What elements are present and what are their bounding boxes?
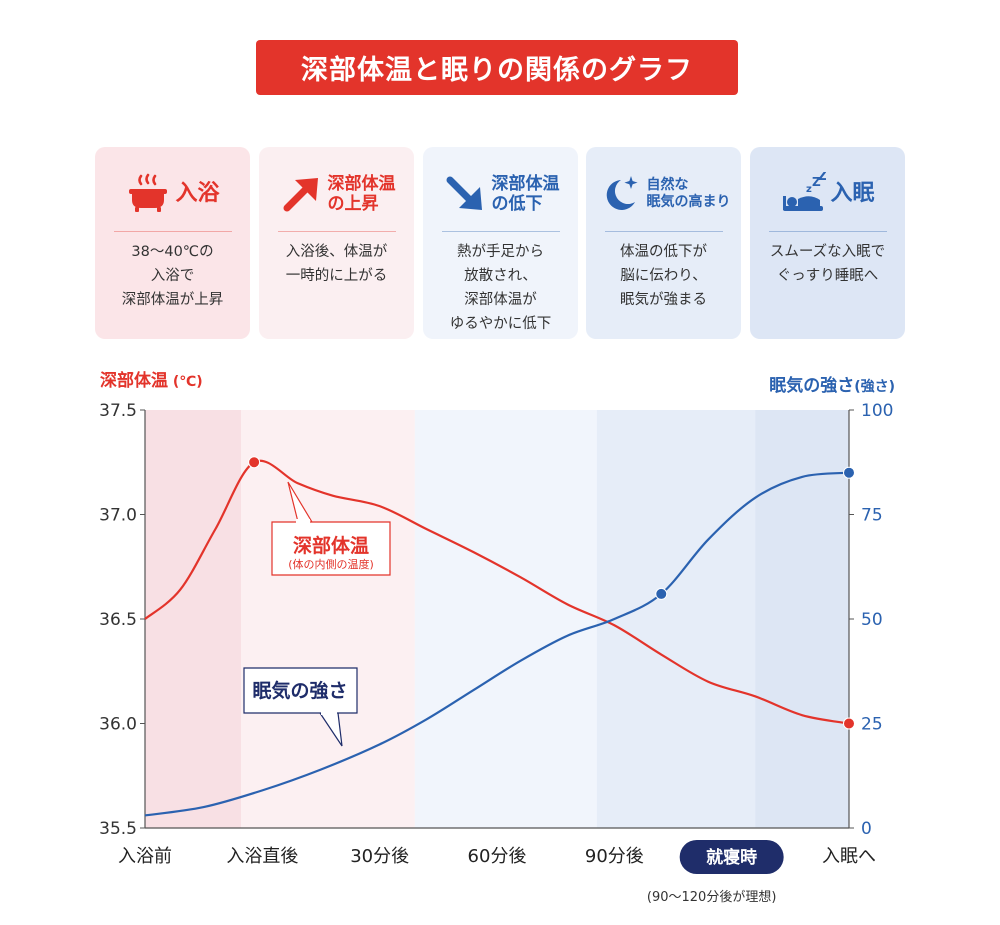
- x-tick-label: 入浴直後: [226, 846, 298, 867]
- right-tick-label: 75: [861, 506, 883, 526]
- x-tick-label: 90分後: [585, 846, 644, 867]
- step-card-title: 入浴: [175, 180, 220, 206]
- step-card-header: 深部体温 の低下: [423, 165, 578, 223]
- step-card-title: 自然な 眠気の高まり: [646, 177, 731, 210]
- step-card-1: 入浴 38〜40℃の 入浴で 深部体温が上昇: [95, 147, 250, 339]
- left-tick-label: 37.5: [99, 401, 137, 421]
- step-card-divider: [604, 231, 723, 232]
- right-tick-label: 0: [861, 819, 872, 839]
- page-title: 深部体温と眠りの関係のグラフ: [256, 40, 738, 95]
- arrow-down-right-icon: [442, 172, 488, 216]
- left-tick-label: 36.5: [99, 610, 137, 630]
- series-marker: [843, 717, 855, 730]
- left-axis-unit: (℃): [168, 374, 203, 390]
- series-marker: [843, 466, 855, 479]
- right-axis-title: 眠気の強さ(強さ): [769, 375, 895, 396]
- step-card-title: 深部体温 の上昇: [327, 173, 396, 214]
- left-axis-title: 深部体温 (℃): [100, 370, 203, 391]
- step-card-3: 深部体温 の低下 熱が手足から 放散され、 深部体温が ゆるやかに低下: [423, 147, 578, 339]
- step-card-body: 38〜40℃の 入浴で 深部体温が上昇: [121, 244, 224, 308]
- left-tick-label: 37.0: [99, 506, 137, 526]
- svg-text:z: z: [806, 184, 812, 195]
- step-card-body: スムーズな入眠で ぐっすり睡眠へ: [769, 244, 886, 284]
- step-card-divider: [768, 231, 887, 232]
- callout-gap: [321, 710, 337, 715]
- left-axis-label: 深部体温: [100, 370, 168, 391]
- x-tick-label: 30分後: [350, 846, 409, 867]
- svg-text:Z: Z: [818, 172, 826, 184]
- bedtime-note: (90〜120分後が理想): [647, 889, 777, 905]
- right-axis-label: 眠気の強さ: [769, 375, 854, 396]
- x-tick-label: 就寝時: [706, 847, 757, 868]
- left-tick-label: 36.0: [99, 715, 137, 735]
- chart-svg: 35.5 36.0 36.5 37.0 37.5 0 25 50 75 100 深部体温 (℃) 眠気…: [99, 370, 895, 905]
- chart-band: [145, 410, 242, 828]
- moon-star-icon: [597, 172, 643, 216]
- temperature-callout-sub: (体の内側の温度): [288, 557, 374, 571]
- right-tick-label: 25: [861, 715, 883, 735]
- step-card-divider: [113, 231, 232, 232]
- step-card-divider: [277, 231, 396, 232]
- temperature-callout-box: [271, 481, 391, 576]
- arrow-up-right-icon: [278, 172, 324, 216]
- right-tick-label: 50: [861, 610, 883, 630]
- right-tick-label: 100: [861, 401, 893, 421]
- x-tick-label: 入眠へ: [822, 846, 876, 867]
- chart-band: [755, 410, 849, 828]
- series-line-2: [144, 471, 850, 817]
- step-card-header: 自然な 眠気の高まり: [586, 165, 741, 223]
- step-card-body: 体温の低下が 脳に伝わり、 眠気が強まる: [620, 244, 707, 308]
- sleepiness-callout-box: [243, 667, 358, 747]
- chart-band: [596, 410, 756, 828]
- callout-gap: [296, 519, 310, 524]
- series-marker: [655, 587, 668, 600]
- x-tick-label: 60分後: [468, 846, 527, 867]
- series-line-1: [144, 459, 850, 725]
- step-card-body: 入浴後、体温が 一時的に上がる: [285, 244, 388, 284]
- step-card-header: 入浴: [95, 165, 250, 223]
- sleeping-icon: z Z Z: [780, 172, 826, 216]
- step-card-divider: [441, 231, 560, 232]
- chart: 35.5 36.0 36.5 37.0 37.5 0 25 50 75 100 深部体温 (℃) 眠気…: [0, 360, 1000, 925]
- bedtime-pill: [679, 840, 784, 874]
- step-card-body: 熱が手足から 放散され、 深部体温が ゆるやかに低下: [449, 244, 552, 332]
- left-tick-label: 35.5: [99, 819, 137, 839]
- chart-band: [414, 410, 597, 828]
- x-tick-label: 入浴前: [118, 846, 172, 867]
- right-axis-unit: (強さ): [854, 378, 895, 395]
- svg-text:Z: Z: [812, 175, 821, 189]
- temperature-callout-title: 深部体温: [293, 534, 369, 557]
- sleepiness-callout-title: 眠気の強さ: [252, 679, 347, 702]
- step-card-header: 深部体温 の上昇: [259, 165, 414, 223]
- step-card-title: 入眠: [830, 180, 875, 206]
- step-card-2: 深部体温 の上昇 入浴後、体温が 一時的に上がる: [259, 147, 414, 339]
- series-marker: [248, 456, 261, 469]
- step-card-title: 深部体温 の低下: [491, 173, 560, 214]
- bath-icon: [125, 172, 171, 216]
- step-card-4: 自然な 眠気の高まり 体温の低下が 脳に伝わり、 眠気が強まる: [586, 147, 741, 339]
- step-card-header: z Z Z 入眠: [750, 165, 905, 223]
- step-card-5: z Z Z 入眠 スムーズな入眠で ぐっすり睡眠へ: [750, 147, 905, 339]
- chart-band: [241, 410, 415, 828]
